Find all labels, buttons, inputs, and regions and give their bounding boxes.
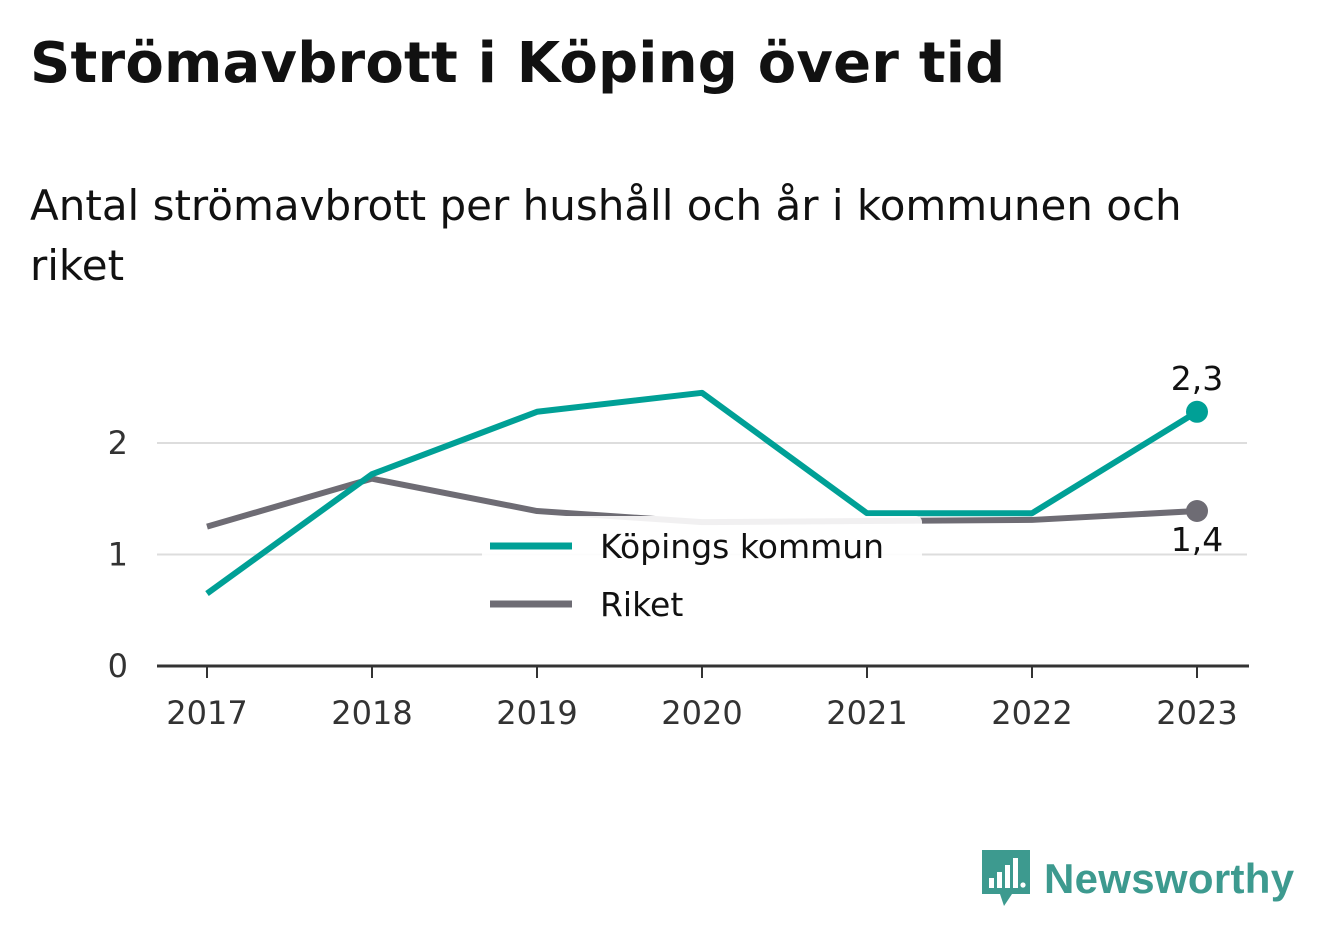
- end-value-labels: 2,3 1,4: [1171, 359, 1223, 559]
- x-tick-label-2021: 2021: [826, 694, 907, 732]
- legend-label-kopings-kommun: Köpings kommun: [600, 527, 884, 566]
- x-tick-label-2017: 2017: [166, 694, 247, 732]
- end-marker-riket: [1186, 500, 1208, 523]
- chart-title: Strömavbrott i Köping över tid: [30, 31, 1006, 96]
- x-axis: [157, 664, 1249, 678]
- legend-label-riket: Riket: [600, 585, 683, 624]
- x-axis-tick-labels: 2017 2018 2019 2020 2021 2022 2023: [166, 694, 1237, 732]
- end-marker-kopings-kommun: [1186, 400, 1208, 423]
- legend-background: [482, 516, 922, 632]
- x-tick-label-2023: 2023: [1156, 694, 1237, 732]
- y-tick-label-1: 1: [108, 536, 128, 574]
- y-axis-tick-labels: 0 1 2: [108, 424, 128, 685]
- end-value-label-riket: 1,4: [1171, 520, 1223, 559]
- x-tick-label-2019: 2019: [496, 694, 577, 732]
- legend: Köpings kommun Riket: [482, 516, 922, 632]
- chart-subtitle: Antal strömavbrott per hushåll och år i …: [30, 181, 1182, 290]
- newsworthy-logo: Newsworthy: [980, 846, 1294, 912]
- y-tick-label-2: 2: [108, 424, 128, 462]
- x-tick-label-2022: 2022: [991, 694, 1072, 732]
- x-tick-label-2018: 2018: [331, 694, 412, 732]
- bar-chart-speech-bubble-icon: [982, 850, 1030, 906]
- brand-name: Newsworthy: [1044, 855, 1295, 902]
- y-tick-label-0: 0: [108, 647, 128, 685]
- series-line-kopings-kommun: [205, 389, 1199, 596]
- end-value-label-kopings-kommun: 2,3: [1171, 359, 1223, 398]
- x-tick-label-2020: 2020: [661, 694, 742, 732]
